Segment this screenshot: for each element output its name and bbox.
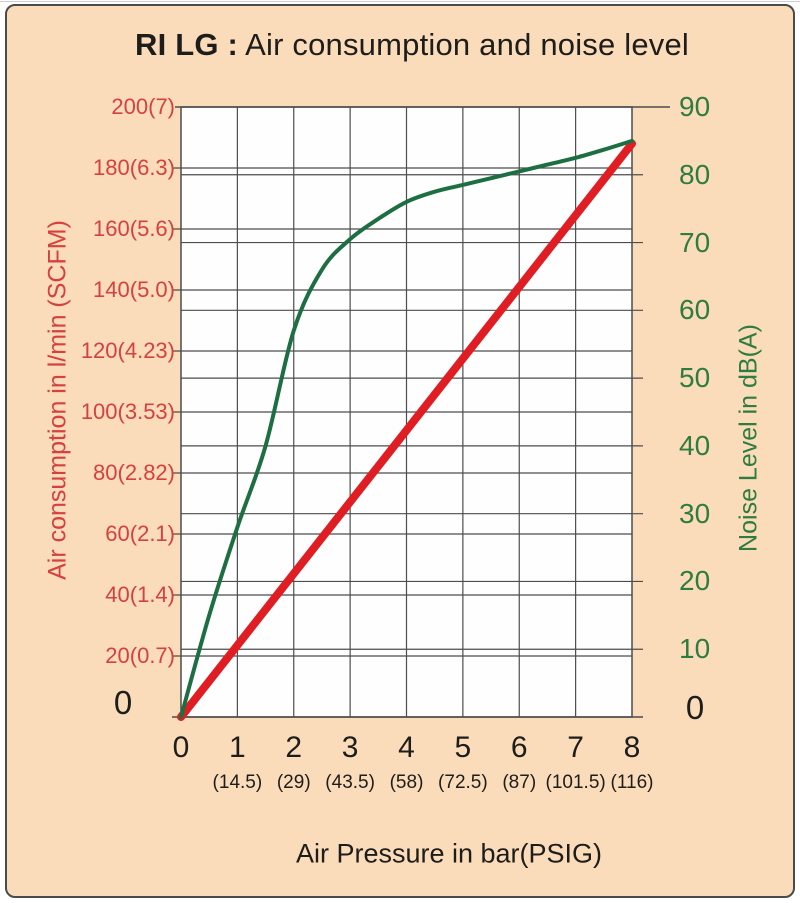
- left-axis-title: Air consumption in l/min (SCFM): [43, 220, 72, 580]
- left-axis-tick-label: 100(3.53): [80, 399, 175, 424]
- x-axis-psig-label: (43.5): [325, 772, 375, 793]
- left-axis-tick-label: 200(7): [111, 94, 175, 119]
- right-axis-tick-label: 90: [679, 91, 711, 122]
- right-axis-title: Noise Level in dB(A): [734, 324, 763, 552]
- x-axis-psig-label: (58): [389, 772, 424, 793]
- x-axis-tick-label: 2: [285, 731, 303, 764]
- x-axis-psig-label: (14.5): [212, 772, 263, 793]
- noise-level-curve: [179, 138, 634, 719]
- x-axis-psig-label: (29): [276, 772, 311, 793]
- chart-title-text: Air consumption and noise level: [238, 27, 689, 62]
- x-axis-psig-label: (101.5): [545, 772, 606, 793]
- x-axis-tick-label: 7: [567, 731, 584, 764]
- plot-border: [180, 106, 633, 718]
- x-axis-tick-label: 6: [510, 731, 528, 764]
- right-axis-tick-label: 50: [679, 362, 711, 394]
- right-axis-tick-label: 80: [679, 158, 711, 190]
- right-axis-tick-label: 10: [679, 633, 711, 665]
- x-axis-title: Air Pressure in bar(PSIG): [295, 838, 603, 869]
- page-top-edge: [0, 1, 800, 2]
- x-axis-psig-label: (72.5): [438, 772, 488, 793]
- right-axis-tick-label: 40: [679, 429, 711, 461]
- left-axis-zero-label: 0: [113, 684, 133, 721]
- left-axis-tick-label: 40(1.4): [105, 582, 175, 607]
- x-axis-psig-label: (116): [610, 772, 654, 793]
- right-axis-tick-label: 60: [679, 294, 711, 326]
- x-axis-tick-label: 5: [454, 731, 472, 764]
- right-axis-zero-label: 0: [685, 689, 705, 726]
- right-axis-tick-label: 30: [679, 497, 711, 529]
- right-axis-tick-label: 70: [679, 226, 711, 258]
- air-consumption-line: [177, 139, 636, 721]
- left-axis-tick-label: 180(6.3): [93, 155, 175, 180]
- left-axis-tick-label: 60(2.1): [105, 521, 175, 546]
- x-axis-tick-label: 3: [341, 731, 359, 764]
- left-axis-tick-label: 120(4.23): [80, 338, 175, 363]
- x-axis-tick-label: 1: [229, 731, 246, 764]
- x-axis-psig-label: (87): [502, 772, 537, 793]
- chart-title: RI LG : Air consumption and noise level: [135, 27, 689, 63]
- left-axis-tick-label: 20(0.7): [105, 643, 175, 668]
- left-axis-tick-label: 140(5.0): [93, 277, 175, 302]
- x-axis-tick-label: 4: [398, 731, 415, 764]
- x-axis-tick-label: 0: [172, 731, 190, 764]
- chart-title-model: RI LG :: [135, 27, 238, 62]
- x-axis-tick-label: 8: [623, 731, 641, 764]
- left-axis-tick-label: 80(2.82): [93, 460, 175, 485]
- left-axis-tick-label: 160(5.6): [93, 216, 175, 241]
- right-axis-tick-label: 20: [679, 565, 711, 597]
